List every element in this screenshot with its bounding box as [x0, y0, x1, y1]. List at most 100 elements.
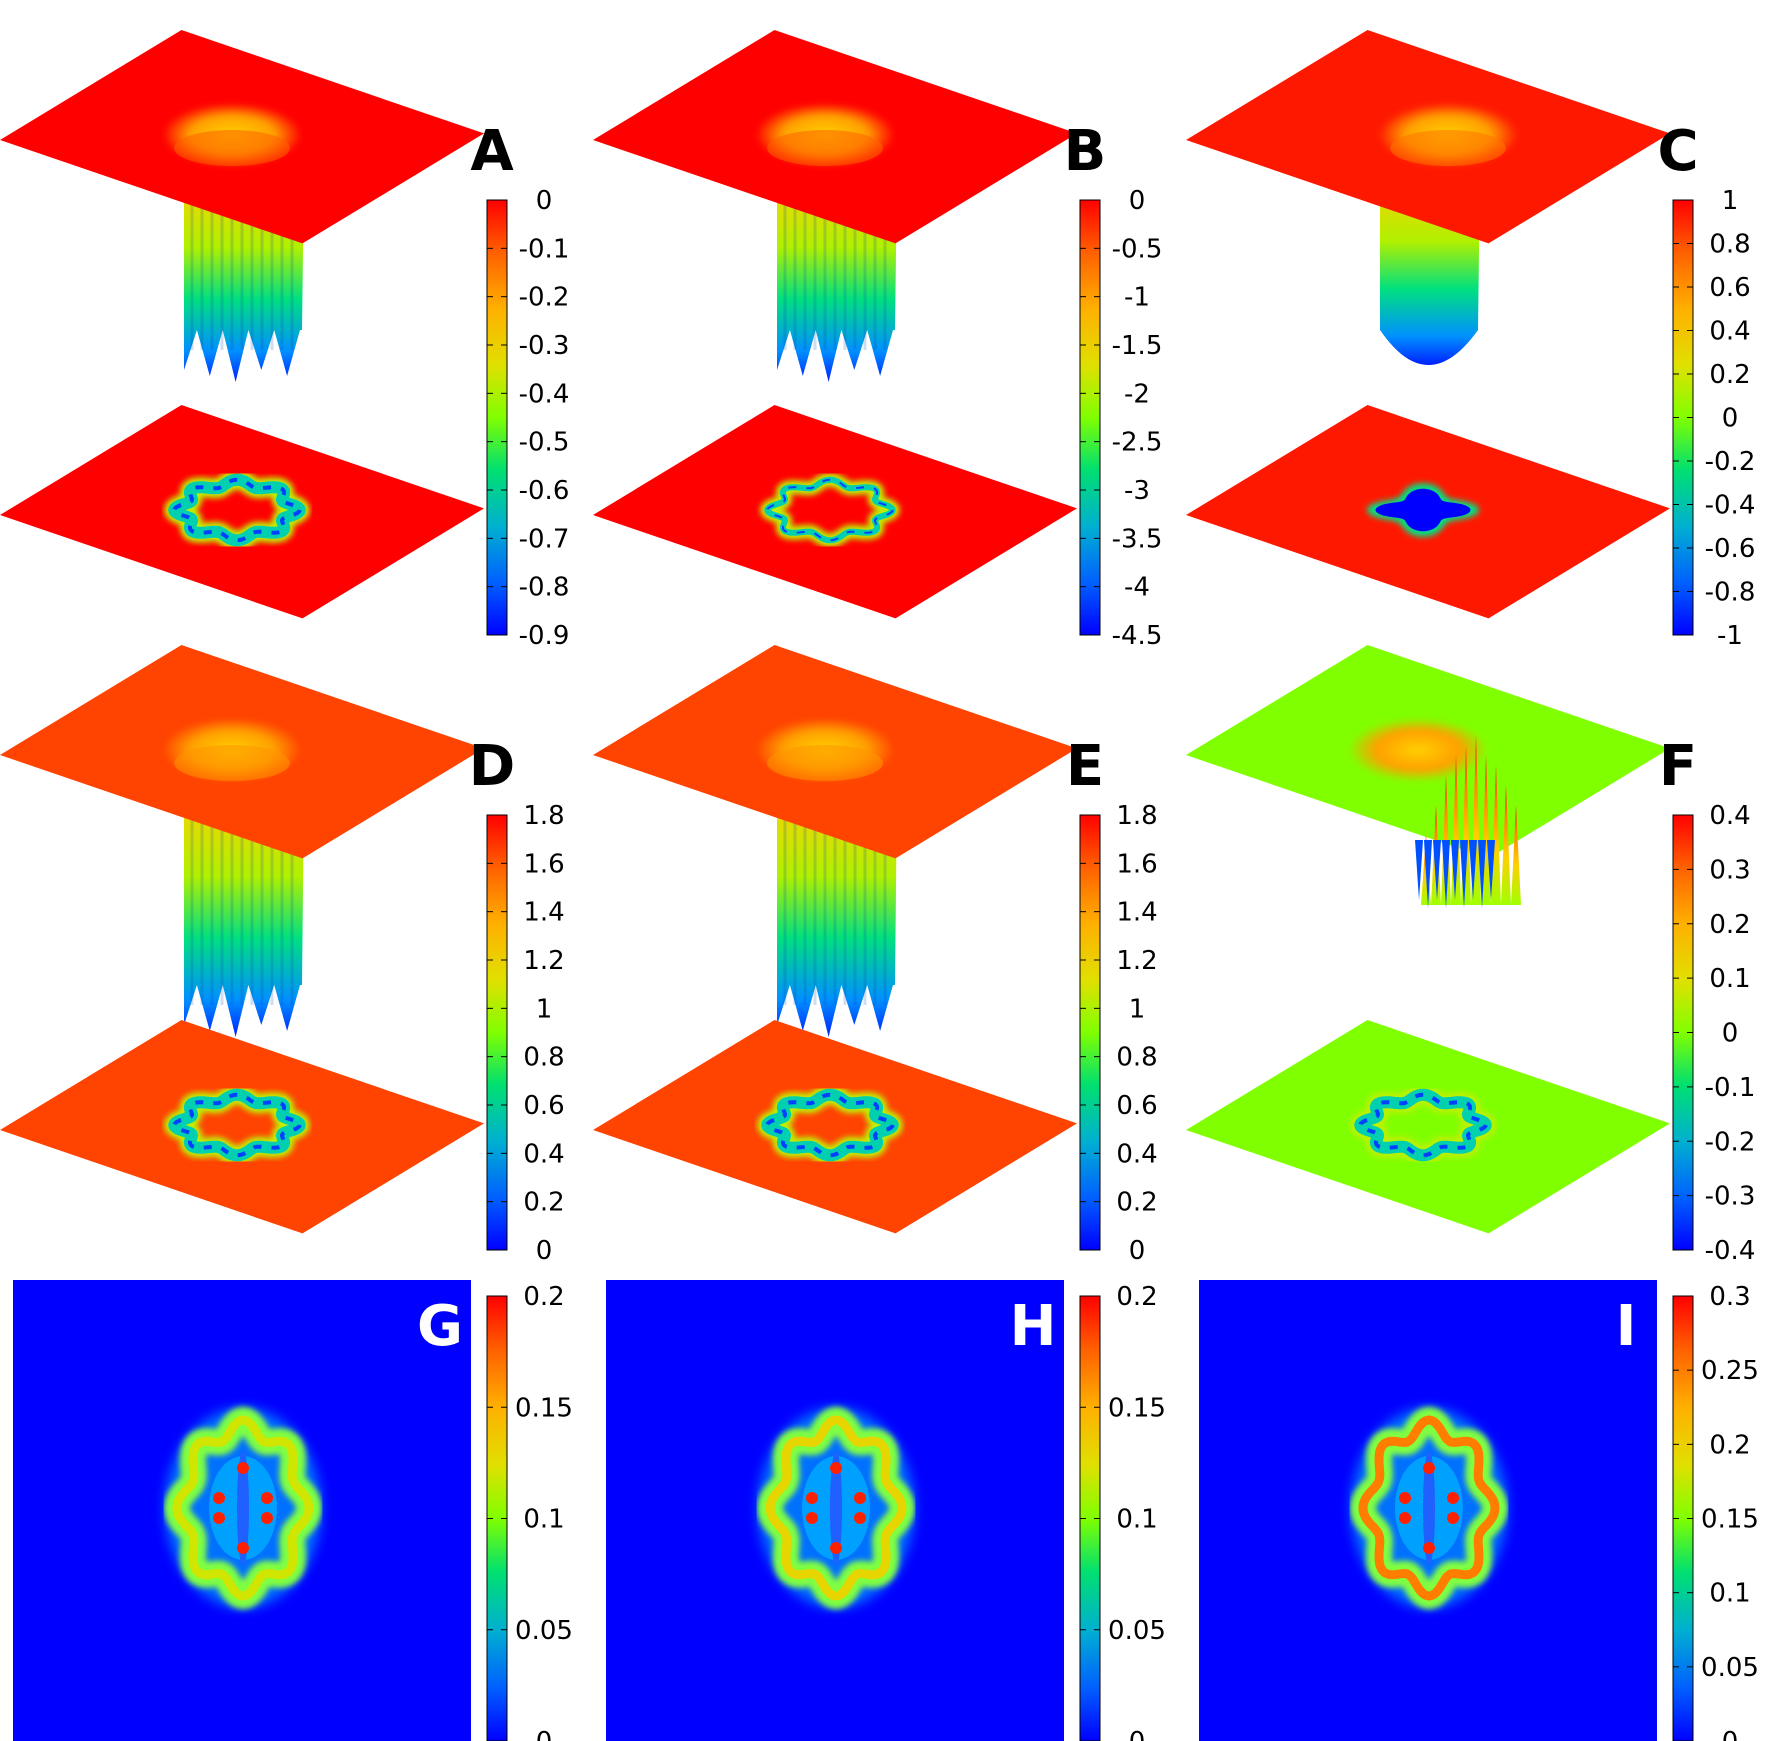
colorbar-tick-label: 0.2 — [1709, 1430, 1750, 1460]
colorbar-tick-label: 1.2 — [1116, 946, 1157, 976]
panel-letter: D — [469, 734, 515, 799]
ring-minima — [765, 1092, 895, 1158]
hotspot — [1447, 1512, 1459, 1524]
panel-b: B0 -0.5 -1 -1.5 -2 -2.5 -3 -3.5 -4 -4.5 — [593, 30, 1162, 651]
map-ring — [163, 1084, 311, 1166]
colorbar-tick-label: 0 — [536, 1727, 553, 1741]
panel-g: G 0.2 0.15 0.1 0.05 0 — [13, 1280, 573, 1741]
hotspot — [261, 1492, 273, 1504]
colorbar-tick-label: 0.1 — [1709, 964, 1750, 994]
colorbar-gradient — [1079, 199, 1101, 636]
center-channel — [830, 1450, 842, 1566]
colorbar-tick-label: 0 — [1129, 1727, 1146, 1741]
hotspot — [1423, 1542, 1435, 1554]
panel-h: H 0.2 0.15 0.1 0.05 0 — [606, 1280, 1166, 1741]
colorbar-tick-label: 1.6 — [523, 849, 564, 879]
colorbar-tick-label: 0.15 — [1108, 1393, 1166, 1423]
map-ring — [163, 469, 311, 551]
bottom-map-plane — [0, 405, 484, 619]
colorbar-tick-label: 0.2 — [1116, 1282, 1157, 1312]
colorbar: 0.3 0.25 0.2 0.15 0.1 0.05 0 — [1672, 1282, 1759, 1741]
center-channel — [237, 1450, 249, 1566]
panel-i: I 0.3 0.25 0.2 0.15 0.1 0.05 0 — [1199, 1280, 1759, 1741]
colorbar-tick-label: 0 — [536, 1236, 553, 1266]
colorbar: 1 0.8 0.6 0.4 0.2 0 -0.2 -0.4 -0.6 -0.8 -1 — [1672, 186, 1756, 651]
colorbar-tick-label: 1 — [1129, 994, 1146, 1024]
panel-letter: C — [1657, 119, 1698, 184]
colorbar-tick-label: -0.1 — [1705, 1073, 1756, 1103]
colorbar-tick-label: -0.2 — [1705, 447, 1756, 477]
colorbar-tick-label: -3.5 — [1112, 524, 1163, 554]
bottom-map-plane — [593, 1020, 1077, 1234]
colorbar-tick-label: 0.4 — [523, 1139, 564, 1169]
spike — [1491, 765, 1501, 905]
colorbar: 0.2 0.15 0.1 0.05 0 — [486, 1282, 573, 1741]
colorbar-tick-label: -0.6 — [519, 476, 570, 506]
spike — [1501, 785, 1511, 905]
ring-minima — [172, 1092, 302, 1158]
colorbar-tick-label: 0 — [1722, 1019, 1739, 1049]
panel-letter: F — [1659, 734, 1697, 799]
colorbar-tick-label: 0.8 — [523, 1043, 564, 1073]
colorbar-tick-label: -0.4 — [519, 379, 570, 409]
panel-letter: G — [417, 1294, 463, 1359]
spike-down — [1442, 840, 1450, 908]
hotspot — [1423, 1462, 1435, 1474]
colorbar-gradient — [486, 814, 508, 1251]
colorbar-tick-label: -0.8 — [1705, 578, 1756, 608]
colorbar-tick-label: 0.05 — [1108, 1616, 1166, 1646]
hotspot — [237, 1462, 249, 1474]
panel-d: D 1.8 1.6 1.4 1.2 1 0.8 0.6 0.4 0.2 0 — [0, 645, 565, 1266]
colorbar-tick-label: -2 — [1124, 379, 1150, 409]
surface-dimple-core — [174, 130, 290, 166]
colorbar-tick-label: -0.2 — [519, 283, 570, 313]
colorbar-tick-label: -0.4 — [1705, 1236, 1756, 1266]
map-ring — [760, 472, 900, 548]
colorbar-tick-label: 0.1 — [1116, 1505, 1157, 1535]
colorbar-tick-label: 1.6 — [1116, 849, 1157, 879]
spike-down — [1460, 840, 1468, 908]
bottom-map-plane — [593, 405, 1077, 619]
surface-dimple-core — [767, 130, 883, 166]
hotspot — [1447, 1492, 1459, 1504]
panel-f: F 0.4 0.3 0.2 0.1 0 -0.1 -0.2 -0.3 -0.4 — [1186, 645, 1755, 1266]
colorbar: 0.4 0.3 0.2 0.1 0 -0.1 -0.2 -0.3 -0.4 — [1672, 801, 1756, 1266]
spike — [1511, 805, 1521, 905]
colorbar-tick-label: -1 — [1124, 283, 1150, 313]
hotspot — [261, 1512, 273, 1524]
colorbar-tick-label: 0.2 — [1116, 1188, 1157, 1218]
surface-dimple — [1348, 718, 1488, 782]
panel-c: C1 0.8 0.6 0.4 0.2 0 -0.2 -0.4 -0.6 -0.8 -1 — [1186, 30, 1755, 651]
colorbar-tick-label: 0.6 — [1709, 273, 1750, 303]
colorbar-tick-label: 0.15 — [1701, 1505, 1759, 1535]
colorbar-tick-label: -2.5 — [1112, 428, 1163, 458]
colorbar: 0 -0.5 -1 -1.5 -2 -2.5 -3 -3.5 -4 -4.5 — [1079, 186, 1163, 651]
colorbar-tick-label: 0.6 — [523, 1091, 564, 1121]
well-body — [184, 790, 304, 1037]
colorbar-tick-label: 1.4 — [523, 898, 564, 928]
colorbar-tick-label: 1.8 — [523, 801, 564, 831]
hotspot — [213, 1492, 225, 1504]
spike-down — [1415, 840, 1423, 900]
colorbar-tick-label: 0.1 — [523, 1505, 564, 1535]
colorbar-tick-label: -0.5 — [1112, 234, 1163, 264]
colorbar-tick-label: 1.2 — [523, 946, 564, 976]
panel-a: A0 -0.1 -0.2 -0.3 -0.4 -0.5 -0.6 -0.7 -0.8 -0.9 — [0, 30, 569, 651]
panel-letter: B — [1064, 119, 1107, 184]
colorbar-tick-label: 0.25 — [1701, 1356, 1759, 1386]
colorbar-tick-label: -0.6 — [1705, 534, 1756, 564]
colorbar-tick-label: 0 — [1722, 1727, 1739, 1741]
panel-letter: I — [1616, 1294, 1637, 1359]
spike-down — [1487, 840, 1495, 900]
colorbar-tick-label: 0.05 — [515, 1616, 573, 1646]
colorbar-tick-label: -4.5 — [1112, 621, 1163, 651]
colorbar-tick-label: 0.4 — [1116, 1139, 1157, 1169]
hotspot — [1399, 1492, 1411, 1504]
ring-band — [765, 1415, 907, 1601]
colorbar-tick-label: -1.5 — [1112, 331, 1163, 361]
ring-band — [1358, 1415, 1500, 1601]
colorbar-tick-label: 1.8 — [1116, 801, 1157, 831]
colorbar-tick-label: 0 — [1129, 186, 1146, 216]
well-column — [777, 790, 897, 1037]
colorbar-tick-label: 1 — [536, 994, 553, 1024]
